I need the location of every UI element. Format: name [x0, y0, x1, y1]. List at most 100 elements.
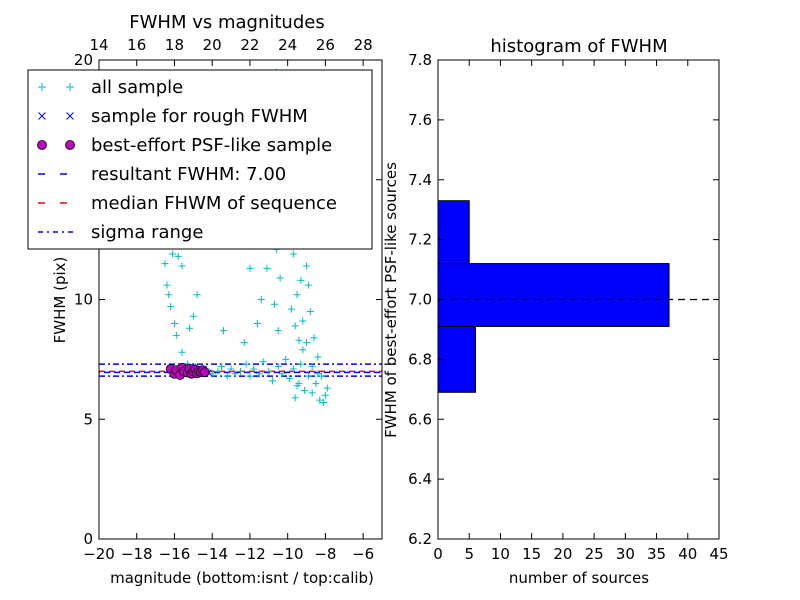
histogram-bar [437, 263, 670, 327]
histogram-ytick-label: 6.4 [408, 470, 432, 488]
histogram-ylabel: FWHM of best-effort PSF-like sources [382, 162, 400, 438]
all-sample-point [321, 391, 329, 399]
scatter-top-xtick-label: 24 [278, 36, 297, 54]
legend-entry: resultant FWHM: 7.00 [38, 164, 286, 185]
all-sample-point [193, 291, 201, 299]
all-sample-point [274, 327, 282, 335]
all-sample-point [165, 291, 173, 299]
all-sample-point [299, 317, 307, 325]
legend-x-marker [66, 112, 74, 120]
all-sample-point [178, 348, 186, 356]
legend-plus-marker [38, 83, 46, 91]
histogram-xtick-label: 40 [678, 545, 697, 563]
histogram-xtick-label: 0 [433, 545, 443, 563]
histogram-bar [437, 200, 470, 265]
histogram-panel: 0 5 10 15 20 25 30 35 40 45 6.2 6.4 6.6 6.8 7.0 7.2 7.4 7… [382, 36, 729, 587]
all-sample-point [172, 331, 180, 339]
all-sample-point [170, 319, 178, 327]
all-sample-point [314, 353, 322, 361]
all-sample-point [227, 365, 235, 373]
all-sample-point [287, 305, 295, 313]
scatter-top-xtick-label: 26 [316, 36, 335, 54]
scatter-xtick-label: −20 [83, 545, 115, 563]
all-sample-point [270, 300, 278, 308]
all-sample-point [186, 324, 194, 332]
scatter-ytick-label: 20 [74, 51, 93, 69]
all-sample-point [278, 370, 286, 378]
all-sample-point [263, 264, 271, 272]
histogram-ytick-label: 7.0 [408, 291, 432, 309]
all-sample-point [174, 252, 182, 260]
scatter-xlabel: magnitude (bottom:isnt / top:calib) [110, 569, 374, 587]
all-sample-point [161, 260, 169, 268]
all-sample-point [163, 281, 171, 289]
scatter-ticks: −20 −18 −16 −14 −12 −10 −8 −6 14 16 18 20 22 24 26 28 0 5… [74, 36, 382, 563]
histogram-title: histogram of FWHM [490, 36, 667, 57]
all-sample-point [257, 296, 265, 303]
all-sample-point [312, 379, 320, 387]
legend-label: best-effort PSF-like sample [91, 135, 332, 156]
legend-entry: best-effort PSF-like sample [37, 135, 332, 156]
scatter-legend: all sample sample for rough FWHM best-effo… [27, 69, 373, 250]
histogram-xtick-label: 35 [647, 545, 666, 563]
legend-entry: sigma range [38, 222, 203, 243]
all-sample-point [303, 339, 311, 347]
legend-entry: median FHWM of sequence [38, 193, 337, 214]
histogram-ytick-label: 6.6 [408, 410, 432, 428]
legend-x-marker [38, 112, 46, 120]
all-sample-point [291, 394, 299, 402]
histogram-ticks: 0 5 10 15 20 25 30 35 40 45 6.2 6.4 6.6 6.8 7.0 7.2 7.4 7… [408, 51, 728, 563]
all-sample-point [304, 372, 312, 380]
all-sample-point [301, 387, 309, 395]
scatter-ytick-label: 5 [83, 410, 93, 428]
all-sample-point [289, 250, 297, 258]
scatter-xtick-label: −14 [196, 545, 228, 563]
all-sample-point [253, 319, 261, 327]
histogram-ytick-label: 7.4 [408, 171, 432, 189]
scatter-ylabel: FWHM (pix) [51, 257, 69, 344]
histogram-xtick-label: 10 [491, 545, 510, 563]
all-sample-point [320, 398, 328, 406]
scatter-xtick-label: −6 [352, 545, 374, 563]
legend-label: sample for rough FWHM [91, 106, 308, 127]
all-sample-point [259, 358, 267, 366]
scatter-xtick-label: −18 [121, 545, 153, 563]
histogram-ytick-label: 6.8 [408, 350, 432, 368]
all-sample-point [274, 363, 282, 371]
all-sample-point [308, 363, 316, 371]
all-sample-point [265, 367, 273, 375]
all-sample-point [310, 334, 318, 342]
histogram-ytick-label: 7.8 [408, 51, 432, 69]
histogram-ytick-label: 7.2 [408, 231, 432, 249]
all-sample-point [214, 367, 222, 375]
all-sample-point [323, 384, 331, 392]
all-sample-point [318, 372, 326, 380]
histogram-xtick-label: 45 [709, 545, 728, 563]
legend-label: sigma range [91, 222, 203, 243]
histogram-xtick-label: 5 [464, 545, 474, 563]
histogram-xlabel: number of sources [509, 569, 649, 587]
all-sample-point [295, 336, 303, 344]
legend-label: all sample [91, 77, 183, 98]
scatter-title: FWHM vs magnitudes [129, 12, 324, 33]
all-sample-point [276, 274, 284, 282]
scatter-ytick-label: 0 [83, 530, 93, 548]
legend-label: resultant FWHM: 7.00 [91, 164, 286, 185]
all-sample-point [242, 360, 250, 368]
all-sample-point [246, 372, 254, 380]
all-sample-point [189, 312, 197, 320]
all-sample-point [218, 363, 226, 371]
legend-label: median FHWM of sequence [91, 193, 337, 214]
all-sample-point [178, 262, 186, 270]
all-sample-point [240, 339, 248, 347]
all-sample-point [250, 365, 258, 373]
all-sample-point [303, 262, 311, 270]
scatter-panel: −20 −18 −16 −14 −12 −10 −8 −6 14 16 18 20 22 24 26 28 0 5… [27, 12, 383, 587]
all-sample-point [304, 281, 312, 289]
all-sample-point [255, 370, 263, 378]
all-sample-point [282, 355, 290, 363]
all-sample-point [269, 377, 277, 385]
scatter-top-xtick-label: 16 [127, 36, 146, 54]
scatter-top-xtick-label: 22 [240, 36, 259, 54]
scatter-xtick-label: −16 [159, 545, 191, 563]
